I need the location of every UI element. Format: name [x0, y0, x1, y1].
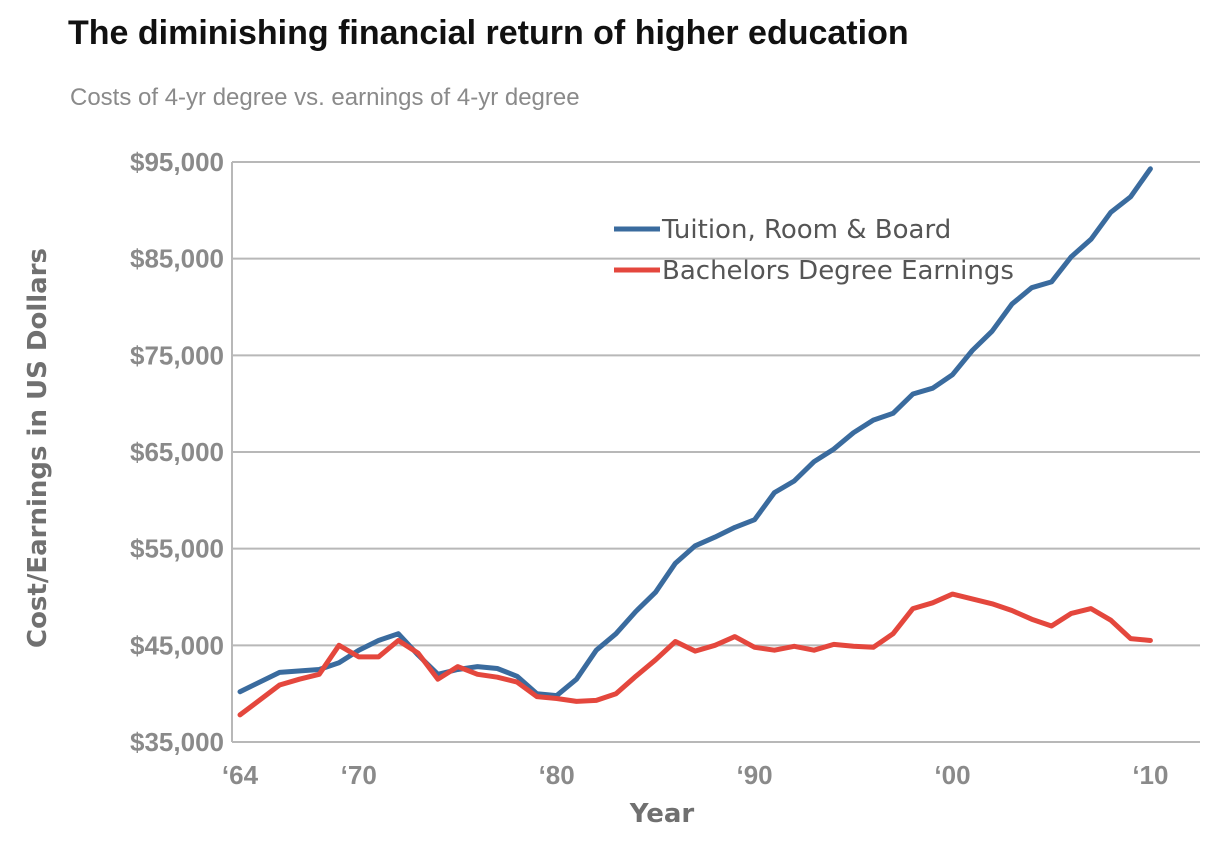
x-tick-label: ‘70: [341, 760, 377, 790]
y-tick-label: $35,000: [130, 727, 224, 757]
y-tick-label: $45,000: [130, 630, 224, 660]
gridlines: [231, 161, 1200, 743]
x-axis-ticks: ‘64 ‘70 ‘80 ‘90 ‘00 ‘10: [222, 760, 1169, 790]
legend-label-2: Bachelors Degree Earnings: [662, 256, 1014, 286]
y-tick-label: $85,000: [130, 244, 224, 274]
y-tick-label: $75,000: [130, 340, 224, 370]
series-line-2: [237, 591, 1153, 718]
x-tick-label: ‘64: [222, 760, 259, 790]
x-tick-label: ‘10: [1132, 760, 1168, 790]
series-lines: [237, 166, 1153, 718]
legend: Tuition, Room & Board Bachelors Degree Ea…: [614, 215, 1014, 286]
series-line-1: [237, 166, 1153, 699]
x-axis-label: Year: [629, 799, 695, 829]
y-tick-label: $95,000: [130, 147, 224, 177]
x-tick-label: ‘90: [737, 760, 773, 790]
y-tick-label: $65,000: [130, 437, 224, 467]
legend-label-1: Tuition, Room & Board: [661, 215, 951, 245]
chart-subtitle: Costs of 4-yr degree vs. earnings of 4-y…: [70, 84, 580, 111]
x-tick-label: ‘80: [539, 760, 575, 790]
y-tick-label: $55,000: [130, 534, 224, 564]
chart-title: The diminishing financial return of high…: [68, 14, 909, 52]
y-axis-ticks: $35,000 $45,000 $55,000 $65,000 $75,000 $85,0…: [130, 147, 224, 757]
y-axis-label: Cost/Earnings in US Dollars: [23, 248, 53, 648]
x-tick-label: ‘00: [934, 760, 970, 790]
